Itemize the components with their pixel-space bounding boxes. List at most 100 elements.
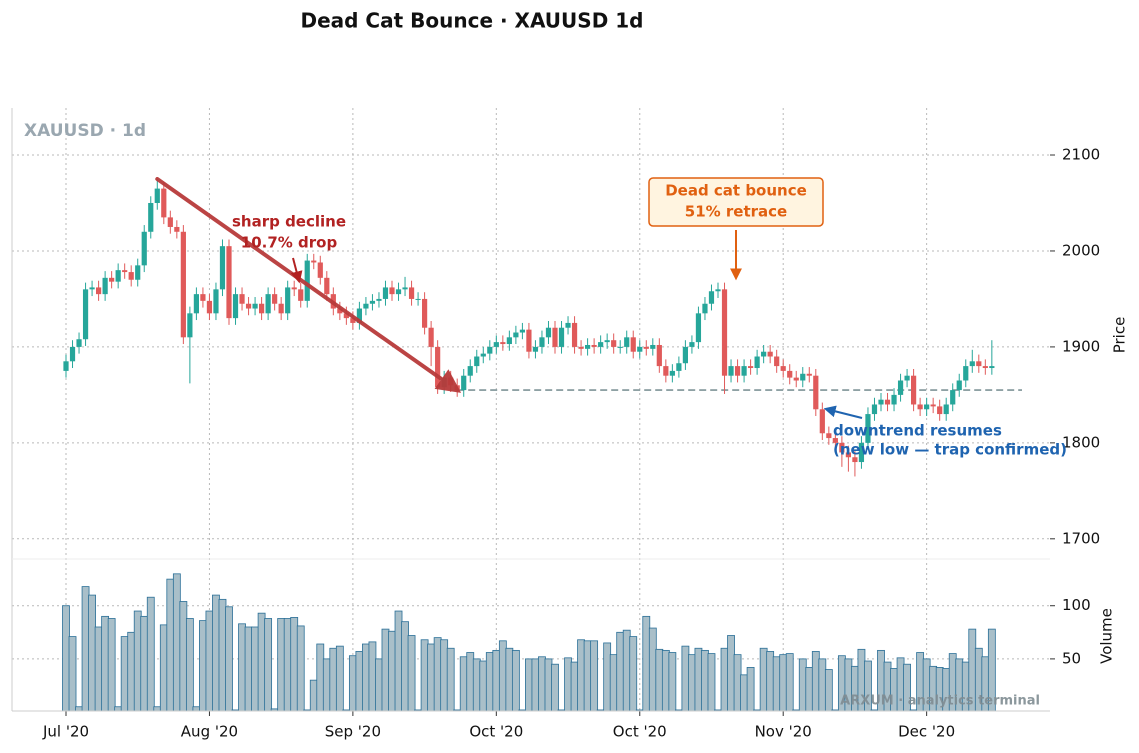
volume-bar xyxy=(531,658,540,712)
candle-body xyxy=(728,366,734,376)
volume-bar xyxy=(368,641,377,712)
candle-body xyxy=(180,231,186,338)
volume-bar xyxy=(798,658,807,712)
volume-bar xyxy=(401,621,409,712)
x-tick-label: Dec '20 xyxy=(898,723,955,741)
candle-body xyxy=(741,366,747,376)
volume-bar xyxy=(766,651,775,712)
volume-bar xyxy=(120,636,129,712)
x-tick-label: Oct '20 xyxy=(469,723,523,741)
volume-bar xyxy=(538,656,546,712)
volume-bar xyxy=(127,631,136,712)
candle-body xyxy=(519,329,525,333)
candle-body xyxy=(832,438,838,443)
candle-body xyxy=(911,375,917,405)
volume-bar xyxy=(733,654,742,712)
candle-body xyxy=(695,313,702,343)
volume-bar xyxy=(505,647,514,712)
volume-bar xyxy=(440,639,449,712)
candle-body xyxy=(122,270,128,273)
candle-body xyxy=(637,346,643,352)
candle-body xyxy=(206,300,213,314)
candle-body xyxy=(382,287,389,299)
candle-body xyxy=(591,344,597,347)
candle-body xyxy=(715,289,721,292)
candle-body xyxy=(219,246,226,290)
volume-bar xyxy=(479,660,488,712)
volume-bar xyxy=(309,679,318,712)
candle-body xyxy=(585,344,591,349)
volume-bar xyxy=(622,629,631,712)
y-tick-label: 50 xyxy=(1062,649,1081,667)
volume-bar xyxy=(81,586,90,712)
candle-body xyxy=(76,339,82,347)
candle-body xyxy=(787,370,793,378)
y-tick-label: 2100 xyxy=(1062,146,1100,164)
candle-body xyxy=(395,289,402,295)
candle-body xyxy=(167,217,173,227)
volume-bar xyxy=(277,618,286,712)
volume-bar xyxy=(583,640,592,712)
volume-bar xyxy=(94,626,103,712)
candle-body xyxy=(278,303,284,314)
candle-body xyxy=(871,404,878,415)
candle-body xyxy=(663,366,669,376)
candle-body xyxy=(650,344,656,349)
candle-body xyxy=(408,287,415,299)
candle-body xyxy=(356,308,362,323)
candle-body xyxy=(128,272,134,280)
x-tick-label: Nov '20 xyxy=(755,723,812,741)
volume-bar xyxy=(133,610,142,712)
candle-body xyxy=(109,277,115,282)
volume-bar xyxy=(785,653,794,712)
volume-bar xyxy=(159,624,168,712)
volume-bar xyxy=(101,615,110,712)
candle-body xyxy=(976,361,982,367)
candle-body xyxy=(858,442,865,463)
candle-body xyxy=(989,366,995,369)
candle-body xyxy=(897,380,904,395)
candle-body xyxy=(734,366,741,376)
candle-body xyxy=(624,337,630,347)
volume-bar xyxy=(62,605,70,712)
y-axis-label: Price xyxy=(1111,317,1129,354)
candle-body xyxy=(630,337,636,352)
volume-bar xyxy=(811,651,820,712)
candle-body xyxy=(272,294,278,304)
candle-body xyxy=(304,260,310,301)
volume-bar xyxy=(525,658,533,712)
volume-bar xyxy=(316,643,325,712)
volume-bar xyxy=(140,615,149,712)
candle-body xyxy=(265,294,271,314)
volume-bar xyxy=(153,706,162,712)
volume-bar xyxy=(225,606,233,712)
volume-bar xyxy=(88,594,96,712)
candle-body xyxy=(232,294,239,319)
candle-body xyxy=(565,322,571,328)
candle-body xyxy=(806,373,812,376)
volume-bar xyxy=(264,618,273,712)
candle-body xyxy=(767,351,773,357)
volume-bar xyxy=(199,620,207,712)
volume-bar xyxy=(459,656,468,712)
annotation-arrow xyxy=(823,405,863,419)
candle-body xyxy=(598,342,604,347)
candle-body xyxy=(571,322,578,347)
candle-body xyxy=(154,188,160,203)
annotation-box xyxy=(648,177,824,227)
volume-bar xyxy=(727,635,735,712)
candle-body xyxy=(161,188,167,218)
volume-bar xyxy=(107,618,116,712)
candle-body xyxy=(878,399,884,405)
volume-bar xyxy=(759,647,768,712)
candle-body xyxy=(780,366,786,371)
volume-bar xyxy=(251,626,259,712)
candle-body xyxy=(904,375,910,381)
candle-body xyxy=(389,287,395,295)
x-tick-label: Aug '20 xyxy=(181,723,238,741)
candle-body xyxy=(513,332,519,338)
volume-bar xyxy=(688,654,696,712)
volume-bar xyxy=(694,647,703,712)
volume-bar xyxy=(192,706,201,712)
